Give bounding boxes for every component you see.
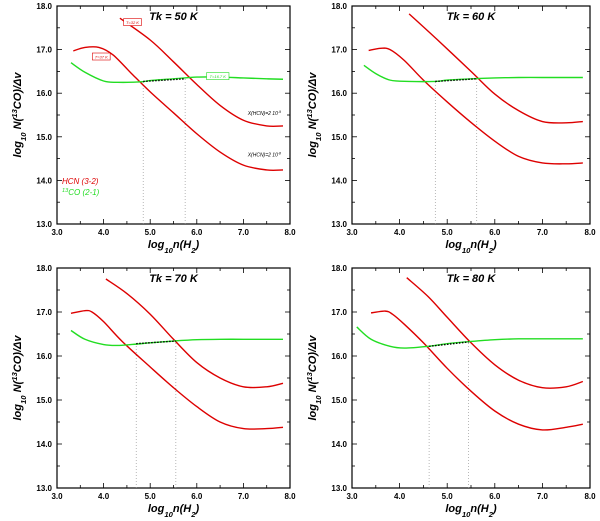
- x-tick-label: 6.0: [489, 228, 501, 237]
- y-tick-label: 15.0: [36, 133, 52, 142]
- temperature-label: T=32 K: [126, 20, 139, 25]
- hcn-curve: [406, 277, 584, 389]
- y-tick-label: 18.0: [331, 2, 347, 11]
- y-tick-label: 14.0: [36, 176, 52, 185]
- y-tick-label: 18.0: [36, 264, 52, 273]
- x-tick-label: 4.0: [394, 492, 406, 501]
- y-axis-label: log10 N(13CO)/Δv: [305, 72, 323, 158]
- hcn-curve: [70, 309, 284, 430]
- x-tick-label: 7.0: [238, 228, 250, 237]
- x-axis-label: log10n(H2): [445, 239, 497, 255]
- panel-title: Tk = 70 K: [149, 273, 199, 285]
- y-tick-label: 13.0: [36, 484, 52, 493]
- plot-frame: [351, 5, 591, 225]
- hcn-curve: [368, 47, 583, 165]
- chart-panel-4: 3.0 4.0 5.0 6.0 7.0 8.0 13.0 14.0 15.0 16.0 17.0 18…: [305, 264, 597, 519]
- x-tick-label: 3.0: [51, 228, 63, 237]
- x-tick-label: 5.0: [442, 492, 454, 501]
- y-tick-label: 14.0: [331, 176, 347, 185]
- y-tick-label: 14.0: [331, 440, 347, 449]
- legend-entry: HCN (3-2): [62, 177, 99, 186]
- y-tick-label: 18.0: [331, 264, 347, 273]
- panel-title: Tk = 50 K: [149, 11, 199, 23]
- x-tick-label: 4.0: [394, 228, 406, 237]
- temperature-label: T=16.7 K: [210, 74, 227, 79]
- y-axis-label: log10 N(13CO)/Δv: [10, 335, 28, 421]
- temperature-label: T=37 K: [95, 55, 108, 60]
- y-tick-label: 13.0: [331, 220, 347, 229]
- x-tick-label: 4.0: [98, 492, 110, 501]
- y-tick-label: 18.0: [36, 2, 52, 11]
- plot-frame: [351, 267, 591, 489]
- y-tick-label: 16.0: [36, 89, 52, 98]
- panel-title: Tk = 60 K: [447, 11, 497, 23]
- x-tick-label: 8.0: [584, 228, 596, 237]
- x-tick-label: 8.0: [584, 492, 596, 501]
- abundance-annotation: X(HCN)=2 10-8: [247, 151, 281, 158]
- hcn-curve: [73, 46, 284, 171]
- y-tick-label: 13.0: [331, 484, 347, 493]
- chart-panel-3: 3.0 4.0 5.0 6.0 7.0 8.0 13.0 14.0 15.0 16.0 17.0 18…: [10, 264, 297, 519]
- hcn-curve: [105, 278, 284, 389]
- co-curve: [70, 62, 284, 84]
- chart-panel-1: 3.0 4.0 5.0 6.0 7.0 8.0 13.0 14.0 15.0 16.0 17.0 18…: [10, 2, 297, 255]
- x-tick-label: 6.0: [191, 228, 203, 237]
- x-tick-label: 3.0: [51, 492, 63, 501]
- y-tick-label: 16.0: [36, 352, 52, 361]
- x-axis-label: log10n(H2): [148, 239, 200, 255]
- y-tick-label: 14.0: [36, 440, 52, 449]
- x-tick-label: 8.0: [284, 228, 296, 237]
- x-tick-label: 4.0: [98, 228, 110, 237]
- y-tick-label: 15.0: [331, 396, 347, 405]
- x-tick-label: 5.0: [442, 228, 454, 237]
- y-tick-label: 17.0: [331, 46, 347, 55]
- x-axis-label: log10n(H2): [445, 503, 497, 519]
- y-tick-label: 15.0: [36, 396, 52, 405]
- legend-entry: 13CO (2-1): [62, 188, 100, 197]
- x-tick-label: 8.0: [284, 492, 296, 501]
- x-tick-label: 7.0: [238, 492, 250, 501]
- dotted-overlap-segment: [429, 341, 469, 348]
- y-axis-label: log10 N(13CO)/Δv: [305, 335, 323, 421]
- y-tick-label: 17.0: [36, 308, 52, 317]
- hcn-curve: [370, 310, 583, 431]
- temperature-label-box: [92, 52, 111, 61]
- hcn-curve: [408, 13, 583, 124]
- y-tick-label: 17.0: [36, 46, 52, 55]
- hcn-curve: [119, 17, 284, 128]
- y-axis-label: log10 N(13CO)/Δv: [10, 72, 28, 158]
- x-tick-label: 6.0: [191, 492, 203, 501]
- x-tick-label: 7.0: [537, 228, 549, 237]
- co-curve: [363, 64, 583, 83]
- y-tick-label: 15.0: [331, 133, 347, 142]
- x-tick-label: 5.0: [145, 228, 157, 237]
- co-curve: [356, 326, 583, 349]
- x-tick-label: 3.0: [346, 492, 358, 501]
- x-axis-label: log10n(H2): [148, 503, 200, 519]
- x-tick-label: 5.0: [145, 492, 157, 501]
- abundance-annotation: X(HCN)=2 10-9: [247, 110, 281, 117]
- x-tick-label: 6.0: [489, 492, 501, 501]
- y-tick-label: 13.0: [36, 220, 52, 229]
- dotted-overlap-segment: [136, 340, 176, 345]
- x-tick-label: 3.0: [346, 228, 358, 237]
- temperature-label-box: [206, 72, 230, 80]
- y-tick-label: 17.0: [331, 308, 347, 317]
- y-tick-label: 16.0: [331, 352, 347, 361]
- dotted-overlap-segment: [435, 78, 477, 83]
- x-tick-label: 7.0: [537, 492, 549, 501]
- panel-title: Tk = 80 K: [447, 273, 497, 285]
- y-tick-label: 16.0: [331, 89, 347, 98]
- temperature-label-box: [123, 18, 142, 26]
- dotted-overlap-segment: [143, 78, 186, 83]
- plot-frame: [56, 267, 291, 489]
- chart-panel-2: 3.0 4.0 5.0 6.0 7.0 8.0 13.0 14.0 15.0 16.0 17.0 18…: [305, 2, 597, 255]
